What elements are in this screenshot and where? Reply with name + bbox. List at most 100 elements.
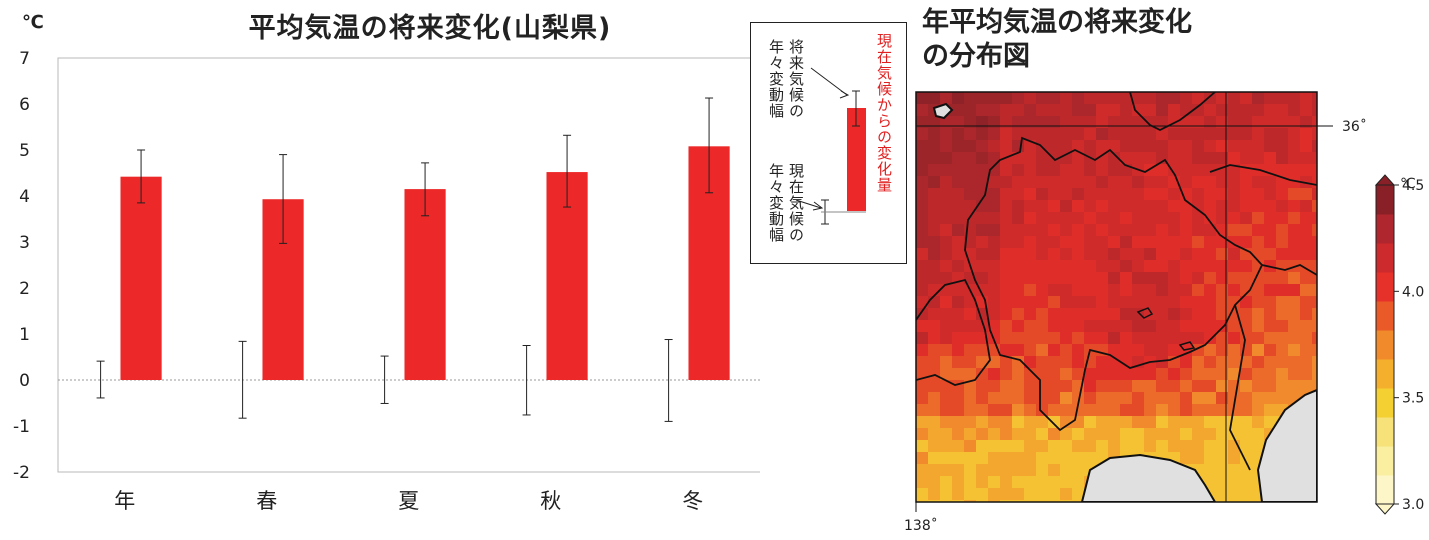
map-cell (1024, 200, 1037, 213)
map-cell (1144, 416, 1157, 429)
map-cell (1000, 500, 1013, 502)
map-cell (1024, 452, 1037, 465)
map-cell (1072, 284, 1085, 297)
map-cell (1156, 308, 1169, 321)
map-cell (1096, 248, 1109, 261)
map-cell (1156, 428, 1169, 441)
map-cell (1240, 260, 1253, 273)
map-cell (988, 128, 1001, 141)
map-cell (1216, 140, 1229, 153)
map-cell (940, 488, 953, 501)
map-cell (928, 212, 941, 225)
category-label: 年 (114, 489, 135, 513)
map-cell (1144, 368, 1157, 381)
map-cell (1024, 284, 1037, 297)
map-cell (1072, 128, 1085, 141)
map-cell (1000, 320, 1013, 333)
map-cell (1288, 116, 1301, 129)
map-cell (952, 440, 965, 453)
map-cell (1036, 488, 1049, 501)
map-cell (1144, 116, 1157, 129)
map-cell (1192, 308, 1205, 321)
map-cell (1048, 308, 1061, 321)
map-cell (976, 368, 989, 381)
map-cell (1024, 164, 1037, 177)
map-cell (916, 92, 929, 105)
map-cell (1036, 152, 1049, 165)
map-cell (1108, 404, 1121, 417)
map-cell (1012, 212, 1025, 225)
map-cell (1000, 356, 1013, 369)
map-cell (1168, 272, 1181, 285)
colorbar-segment (1376, 417, 1394, 447)
colorbar-segment (1376, 272, 1394, 302)
map-cell (1156, 296, 1169, 309)
map-cell (916, 332, 929, 345)
colorbar-tick-label: 3.5 (1402, 391, 1424, 407)
map-cell (976, 428, 989, 441)
map-cell (1024, 404, 1037, 417)
map-cell (1084, 260, 1097, 273)
y-tick-label: 7 (19, 49, 30, 69)
map-cell (1312, 236, 1317, 249)
map-cell (1288, 188, 1301, 201)
map-cell (1024, 464, 1037, 477)
map-cell (1204, 356, 1217, 369)
map-cell (1048, 128, 1061, 141)
map-cell (1060, 440, 1073, 453)
map-cell (1120, 416, 1133, 429)
map-cell (1108, 140, 1121, 153)
map-cell (1264, 176, 1277, 189)
map-cell (1072, 368, 1085, 381)
category-label: 秋 (540, 489, 561, 513)
map-cell (1228, 92, 1241, 105)
map-cell (1180, 308, 1193, 321)
map-cell (1228, 188, 1241, 201)
map-cell (928, 296, 941, 309)
map-cell (1072, 320, 1085, 333)
map-cell (952, 332, 965, 345)
map-cell (1012, 452, 1025, 465)
map-cell (1156, 164, 1169, 177)
map-cell (1120, 284, 1133, 297)
map-cell (1012, 104, 1025, 117)
map-cell (1132, 212, 1145, 225)
map-cell (1192, 356, 1205, 369)
map-cell (1240, 140, 1253, 153)
map-cell (976, 260, 989, 273)
map-cell (1156, 284, 1169, 297)
map-cell (1024, 500, 1037, 502)
map-cell (1204, 332, 1217, 345)
map-cell (1012, 224, 1025, 237)
map-cell (1072, 188, 1085, 201)
map-cell (1180, 92, 1193, 105)
map-cell (928, 308, 941, 321)
map-cell (988, 428, 1001, 441)
map-cell (1108, 308, 1121, 321)
map-cell (1264, 224, 1277, 237)
map-cell (1036, 296, 1049, 309)
map-cell (1060, 452, 1073, 465)
map-cell (1084, 296, 1097, 309)
map-cell (1276, 188, 1289, 201)
map-cell (1024, 260, 1037, 273)
map-cell (1216, 152, 1229, 165)
map-cell (1072, 356, 1085, 369)
map-cell (1264, 380, 1277, 393)
map-cell (940, 140, 953, 153)
map-cell (1072, 404, 1085, 417)
map-cell (1312, 200, 1317, 213)
bar-chart-title: 平均気温の将来変化(山梨県) (248, 13, 612, 44)
map-cell (988, 500, 1001, 502)
map-cell (1192, 284, 1205, 297)
map-cell (952, 140, 965, 153)
map-cell (1108, 104, 1121, 117)
map-cell (940, 272, 953, 285)
map-cell (1048, 344, 1061, 357)
map-cell (1240, 428, 1253, 441)
map-cell (1012, 392, 1025, 405)
map-cell (1024, 308, 1037, 321)
map-cell (1072, 116, 1085, 129)
map-cell (940, 308, 953, 321)
map-grid-cells (916, 92, 1317, 502)
